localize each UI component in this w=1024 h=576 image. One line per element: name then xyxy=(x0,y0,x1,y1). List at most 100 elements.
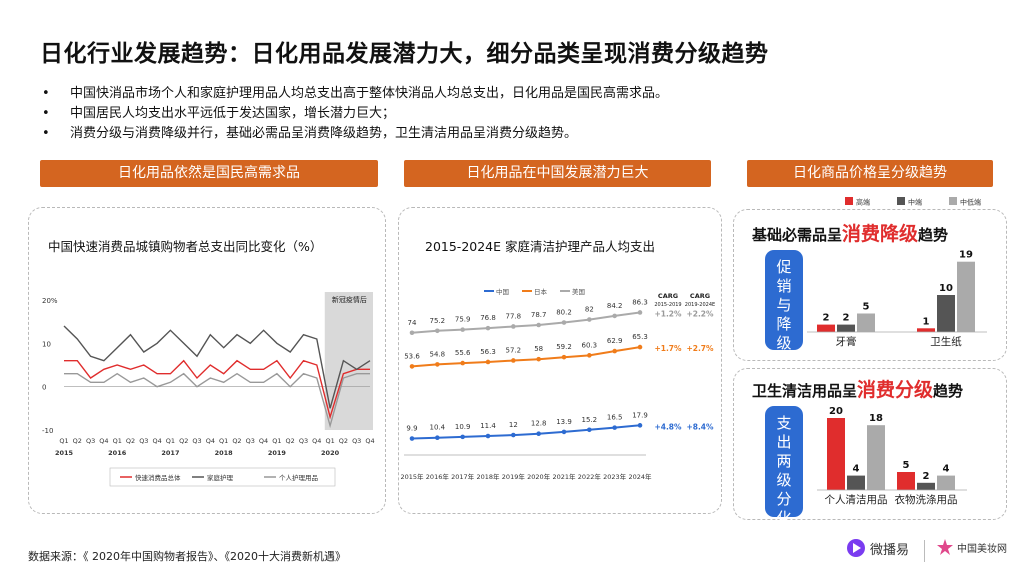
data-point xyxy=(536,431,541,437)
bullet-list: 中国快消品市场个人和家庭护理用品人均总支出高于整体快消品人均总支出，日化用品是国… xyxy=(42,84,668,144)
carg-value: +8.4% xyxy=(686,422,714,431)
bullet-item: 中国快消品市场个人和家庭护理用品人均总支出高于整体快消品人均总支出，日化用品是国… xyxy=(42,84,668,104)
logo-weiboyi: 微播易 xyxy=(846,538,909,558)
x-tick-label: Q3 xyxy=(139,437,148,445)
x-tick-label: 2020年 xyxy=(527,472,551,481)
play-logo-icon xyxy=(847,539,865,557)
year-label: 2015 xyxy=(55,449,74,457)
data-label: 17.9 xyxy=(632,411,648,419)
data-label: 12.8 xyxy=(531,420,547,428)
bar-value-label: 2 xyxy=(823,313,830,324)
chart3-side-label: 促销与降级 xyxy=(765,250,803,352)
bar-中端 xyxy=(917,482,935,490)
data-label: 62.9 xyxy=(607,337,623,345)
data-label: 59.2 xyxy=(556,343,572,351)
x-tick-label: Q4 xyxy=(152,437,161,445)
category-label: 衣物洗涤用品 xyxy=(895,493,958,506)
chart3-heading-prefix: 基础必需品呈 xyxy=(752,226,843,244)
bar-中低端 xyxy=(957,261,975,332)
data-label: 77.8 xyxy=(506,312,522,320)
data-label: 9.9 xyxy=(406,425,417,433)
bar-value-label: 10 xyxy=(939,283,953,294)
data-point xyxy=(561,354,567,360)
data-point xyxy=(612,425,617,430)
x-tick-label: Q4 xyxy=(206,437,215,445)
section-label-demand: 日化用品依然是国民高需求品 xyxy=(40,160,378,187)
x-tick-label: 2022年 xyxy=(578,472,602,481)
legend-label: 美国 xyxy=(572,287,585,296)
carg-header: CARG xyxy=(690,292,710,300)
data-label: 10.9 xyxy=(455,423,471,431)
logo-divider xyxy=(924,540,925,562)
data-point xyxy=(637,423,643,428)
carg-header-range: 2019-2024E xyxy=(685,302,715,308)
x-tick-label: Q1 xyxy=(219,437,228,445)
data-label: 76.8 xyxy=(480,314,496,322)
legend-label: 中端 xyxy=(908,198,922,207)
data-label: 56.3 xyxy=(480,348,496,356)
data-point xyxy=(460,434,465,440)
bar-中端 xyxy=(937,295,955,332)
section-label-tiering: 日化商品价格呈分级趋势 xyxy=(747,160,993,187)
series-line-家庭护理 xyxy=(63,325,371,409)
data-point xyxy=(409,436,415,441)
data-point xyxy=(409,364,415,369)
carg-header: CARG xyxy=(658,292,678,300)
chart-panel-household-cleaning xyxy=(398,207,722,514)
series-line-美国 xyxy=(411,311,641,334)
y-tick-label: 10 xyxy=(42,340,51,348)
data-label: 82 xyxy=(585,306,594,314)
x-tick-label: Q2 xyxy=(232,437,241,445)
data-point xyxy=(612,313,617,319)
year-label: 2020 xyxy=(321,449,340,457)
bar-中低端 xyxy=(937,475,955,490)
x-tick-label: Q4 xyxy=(365,437,374,445)
bullet-item: 消费分级与消费降级并行，基础必需品呈消费降级趋势，卫生清洁用品呈消费分级趋势。 xyxy=(42,124,668,144)
bar-高端 xyxy=(897,472,915,490)
x-tick-label: Q1 xyxy=(272,437,281,445)
data-label: 58 xyxy=(534,345,543,353)
carg-value: +1.7% xyxy=(654,344,682,353)
x-tick-label: Q4 xyxy=(312,437,321,445)
bar-value-label: 4 xyxy=(853,464,860,475)
chart1-title: 中国快速消费品城镇购物者总支出同比变化（%） xyxy=(48,239,323,254)
legend-swatch xyxy=(845,197,853,205)
bar-value-label: 4 xyxy=(943,464,950,475)
carg-value: +4.8% xyxy=(654,422,682,431)
x-tick-label: Q1 xyxy=(113,437,122,445)
bar-value-label: 20 xyxy=(829,406,843,417)
series-line-中国 xyxy=(411,424,641,440)
data-point xyxy=(587,353,592,358)
legend-label: 家庭护理 xyxy=(207,473,234,482)
legend-label: 中低端 xyxy=(960,198,981,207)
chart3-heading-highlight: 消费降级 xyxy=(842,223,919,245)
page-title: 日化行业发展趋势：日化用品发展潜力大，细分品类呈现消费分级趋势 xyxy=(40,41,769,67)
bar-value-label: 1 xyxy=(923,316,930,327)
data-label: 11.4 xyxy=(480,422,496,430)
chart2-title: 2015-2024E 家庭清洁护理产品人均支出 xyxy=(425,239,656,254)
series-line-日本 xyxy=(411,346,641,368)
data-label: 12 xyxy=(509,421,518,429)
section-label-potential: 日化用品在中国发展潜力巨大 xyxy=(404,160,711,187)
chart4-side-label: 支出两级分化 xyxy=(765,406,803,527)
data-point xyxy=(435,435,440,440)
logo-china-beauty: 中国美妆网 xyxy=(936,538,1007,556)
bar-中低端 xyxy=(857,313,875,332)
chart4-heading: 卫生清洁用品呈消费分级趋势 xyxy=(752,375,963,402)
star-logo-icon xyxy=(937,539,953,555)
bar-中端 xyxy=(837,324,855,332)
bar-中低端 xyxy=(867,425,885,490)
x-tick-label: 2015年 xyxy=(400,472,424,481)
bar-value-label: 18 xyxy=(869,413,883,424)
data-point xyxy=(409,330,415,336)
data-point xyxy=(561,429,567,435)
x-tick-label: 2016年 xyxy=(426,472,450,481)
data-point xyxy=(536,356,541,362)
bar-value-label: 2 xyxy=(843,313,850,324)
chart2-svg: 中国 日本 美国 CARG 2015-2019 CARG 2019-2024E 9.9 10.4… xyxy=(400,287,715,481)
data-point xyxy=(511,358,516,363)
series-line-个人护理用品 xyxy=(64,372,370,429)
data-point xyxy=(435,328,440,334)
x-tick-label: Q3 xyxy=(86,437,95,445)
legend-label: 个人护理用品 xyxy=(279,473,318,482)
